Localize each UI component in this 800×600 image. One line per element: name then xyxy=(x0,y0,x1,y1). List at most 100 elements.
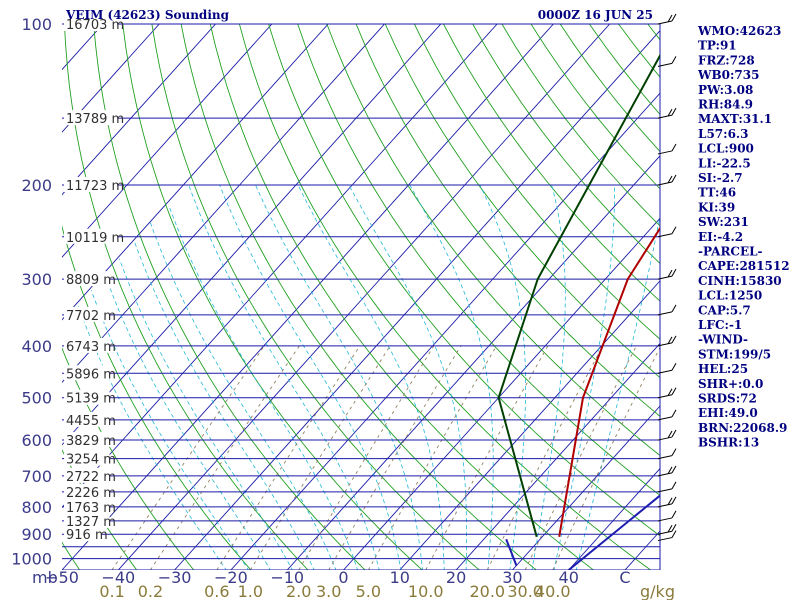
temperature-tick-label: 10 xyxy=(390,568,410,587)
dry-adiabat-line xyxy=(62,347,195,570)
wind-barb-staff xyxy=(657,517,673,522)
mixing-ratio-line xyxy=(150,345,300,570)
stat-line: RH:84.9 xyxy=(698,98,753,112)
profile-line xyxy=(568,494,660,570)
mixing-ratio-line xyxy=(328,345,462,570)
height-label-bg xyxy=(64,271,110,287)
height-level-label: 3829 m xyxy=(66,434,116,449)
moist-adiabat-line xyxy=(169,206,359,570)
dry-adiabat-line xyxy=(472,24,660,265)
stat-line: TT:46 xyxy=(698,186,736,200)
mixing-ratio-tick-label: 1.0 xyxy=(238,582,263,600)
stat-line: EHI:49.0 xyxy=(698,406,758,420)
temperature-tick-label: 20 xyxy=(446,568,466,587)
isotherm-line xyxy=(62,24,216,196)
stat-line: KI:39 xyxy=(698,200,735,214)
wind-barb-flag xyxy=(667,14,673,23)
height-label-bg xyxy=(64,16,118,31)
stat-line: SI:-2.7 xyxy=(698,171,743,185)
wind-barb-flag xyxy=(671,409,677,418)
moist-adiabat-line xyxy=(348,184,468,570)
stat-line: SW:231 xyxy=(698,215,749,229)
dry-adiabat-line xyxy=(180,24,537,570)
wind-barb-flag xyxy=(667,430,673,439)
height-level-label: 10119 m xyxy=(66,231,124,246)
dry-adiabat-line xyxy=(93,24,366,570)
height-level-label: 7702 m xyxy=(66,309,116,324)
temperature-tick-label: 30 xyxy=(502,568,522,587)
temperature-tick-label: −30 xyxy=(158,568,192,587)
stat-line: LI:-22.5 xyxy=(698,156,751,170)
isotherm-line xyxy=(399,280,660,570)
isotherm-line xyxy=(62,24,442,446)
wind-barb-flag xyxy=(671,13,677,22)
temperature-tick-label: −50 xyxy=(45,568,79,587)
stat-line: -PARCEL- xyxy=(698,245,763,259)
isotherm-line xyxy=(174,29,660,570)
mixing-ratio-tick-label: 10.0 xyxy=(408,582,444,600)
wind-barb-flag xyxy=(671,510,677,519)
wind-barb-staff xyxy=(657,488,673,493)
height-label-bg xyxy=(64,526,102,542)
wind-barb-flag xyxy=(667,388,673,396)
height-label-bg xyxy=(64,498,110,514)
height-level-label: 916 m xyxy=(66,528,108,543)
mixing-ratio-tick-label: 5.0 xyxy=(356,582,381,600)
temperature-tick-label: −40 xyxy=(101,568,135,587)
wind-barb-staff xyxy=(657,436,673,441)
stat-line: STM:199/5 xyxy=(698,347,771,361)
mixing-ratio-tick-label: 0.1 xyxy=(99,582,124,600)
dry-adiabat-line xyxy=(355,24,660,417)
wind-barb-staff xyxy=(657,150,673,155)
isotherm-line xyxy=(62,24,329,321)
moist-adiabat-line xyxy=(188,184,380,570)
wind-barb-flag xyxy=(671,465,677,474)
pressure-tick-label: 400 xyxy=(21,337,52,356)
wind-barb-flag xyxy=(671,143,677,152)
pressure-tick-label: 100 xyxy=(21,15,52,34)
isotherm-line xyxy=(62,24,385,384)
height-label-bg xyxy=(64,110,118,126)
isotherm-line xyxy=(512,405,660,570)
dry-adiabat-line xyxy=(326,24,660,457)
mixing-ratio-tick-label: 2.0 xyxy=(286,582,311,600)
wind-barb-flag xyxy=(671,107,677,116)
wind-barb-flag xyxy=(671,481,677,490)
wind-barb-staff xyxy=(657,181,673,186)
wind-barb-flag xyxy=(667,497,673,506)
wind-barb-flag xyxy=(671,304,677,313)
wind-barb-staff xyxy=(657,416,673,421)
temperature-tick-label: −10 xyxy=(270,568,304,587)
stat-line: MAXT:31.1 xyxy=(698,112,772,126)
pressure-tick-label: 500 xyxy=(21,389,52,408)
height-level-label: 13789 m xyxy=(66,112,124,127)
wind-barb-flag xyxy=(667,269,673,278)
height-label-bg xyxy=(64,483,110,499)
dry-adiabat-line xyxy=(62,225,252,570)
wind-barb-flag xyxy=(671,335,677,344)
pressure-tick-label: 1000 xyxy=(11,550,52,569)
profile-line xyxy=(497,53,660,538)
mixing-ratio-tick-label: 0.2 xyxy=(138,582,163,600)
mixing-ratio-tick-label: 20.0 xyxy=(469,582,505,600)
stat-line: WMO:42623 xyxy=(697,24,781,38)
mixing-ratio-tick-label: 40.0 xyxy=(535,582,571,600)
moist-adiabat-line xyxy=(134,241,315,570)
wind-barb-flag xyxy=(667,524,673,533)
moist-adiabat-line xyxy=(531,184,566,570)
stat-line: BSHR:13 xyxy=(698,436,759,450)
isobar-layer xyxy=(62,23,661,571)
height-label-bg xyxy=(64,467,110,483)
pressure-unit-label: mb xyxy=(32,568,58,587)
height-label-bg xyxy=(64,176,118,192)
height-label-bg xyxy=(64,306,110,322)
stat-line: LCL:1250 xyxy=(698,289,762,303)
moist-adiabat-line xyxy=(255,184,423,570)
stats-panel: WMO:42623TP:91FRZ:728WB0:735PW:3.08RH:84… xyxy=(697,24,790,450)
temp-axis-bg xyxy=(28,570,668,586)
mixing-ratio-unit-label: g/kg xyxy=(640,582,675,600)
wind-barb-flag xyxy=(671,363,677,371)
profile-line xyxy=(505,538,518,566)
pressure-tick-label: 800 xyxy=(21,498,52,517)
